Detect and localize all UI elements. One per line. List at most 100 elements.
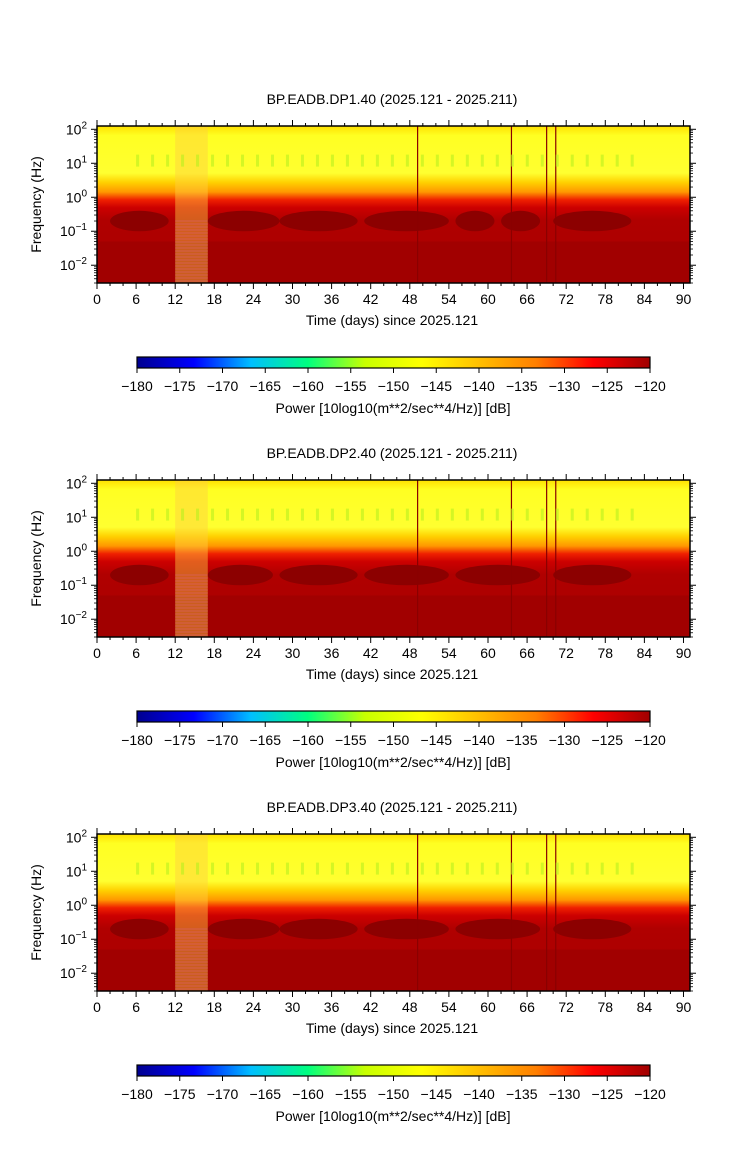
high-frequency-speckle xyxy=(136,862,140,875)
colorbar-tick-label: −140 xyxy=(463,1086,495,1102)
colorbar-tick-label: −160 xyxy=(292,732,324,748)
colorbar-tick-label: −135 xyxy=(506,1086,538,1102)
high-frequency-speckle xyxy=(465,862,469,875)
x-tick-label: 54 xyxy=(441,645,457,661)
x-tick-label: 84 xyxy=(637,645,653,661)
high-frequency-speckle xyxy=(555,508,559,521)
y-axis-label: Frequency (Hz) xyxy=(28,156,44,252)
colorbar-tick-label: −135 xyxy=(506,732,538,748)
colorbar-tick-label: −125 xyxy=(591,1086,623,1102)
colorbar-tick-label: −120 xyxy=(634,732,666,748)
colorbar-tick-label: −130 xyxy=(549,378,581,394)
high-frequency-speckle xyxy=(450,862,454,875)
high-frequency-speckle xyxy=(480,862,484,875)
high-frequency-speckle xyxy=(181,862,185,875)
high-frequency-speckle xyxy=(495,508,499,521)
microseism-patch xyxy=(110,210,169,232)
high-frequency-speckle xyxy=(450,508,454,521)
high-frequency-speckle xyxy=(630,154,634,167)
high-frequency-speckle xyxy=(615,862,619,875)
high-frequency-speckle xyxy=(196,862,200,875)
colorbar-tick-label: −145 xyxy=(420,1086,452,1102)
heatmap xyxy=(97,834,690,991)
colorbar-tick-label: −120 xyxy=(634,378,666,394)
x-tick-label: 36 xyxy=(324,291,340,307)
high-frequency-speckle xyxy=(570,862,574,875)
colorbar-tick-label: −155 xyxy=(335,378,367,394)
colorbar-tick-label: −130 xyxy=(549,732,581,748)
colorbar-tick-label: −125 xyxy=(591,732,623,748)
x-tick-label: 0 xyxy=(93,645,101,661)
colorbar-tick-label: −135 xyxy=(506,378,538,394)
colorbar-label: Power [10log10(m**2/sec**4/Hz)] [dB] xyxy=(276,754,511,770)
high-frequency-speckle xyxy=(211,862,215,875)
microseism-patch xyxy=(110,918,169,940)
high-frequency-speckle xyxy=(360,154,364,167)
x-tick-label: 54 xyxy=(441,291,457,307)
colorbar-tick-label: −120 xyxy=(634,1086,666,1102)
x-axis-label: Time (days) since 2025.121 xyxy=(306,312,478,328)
x-tick-label: 66 xyxy=(519,999,535,1015)
high-frequency-speckle xyxy=(480,508,484,521)
colorbar-tick-label: −140 xyxy=(463,378,495,394)
microseism-patch xyxy=(455,564,541,586)
x-tick-label: 24 xyxy=(246,291,262,307)
high-frequency-speckle xyxy=(196,508,200,521)
y-tick-label: 10−1 xyxy=(60,576,87,593)
x-tick-label: 78 xyxy=(597,645,613,661)
colorbar-tick-label: −180 xyxy=(121,378,153,394)
high-frequency-speckle xyxy=(615,154,619,167)
high-frequency-speckle xyxy=(390,508,394,521)
y-tick-label: 101 xyxy=(66,508,88,525)
chart-title: BP.EADB.DP3.40 (2025.121 - 2025.211) xyxy=(267,799,518,815)
high-frequency-speckle xyxy=(375,508,379,521)
colorbar-tick-label: −160 xyxy=(292,1086,324,1102)
colorbar xyxy=(136,1064,651,1077)
x-tick-label: 42 xyxy=(363,291,379,307)
x-tick-label: 18 xyxy=(207,291,223,307)
y-tick-label: 10−1 xyxy=(60,222,87,239)
high-frequency-speckle xyxy=(136,154,140,167)
high-frequency-speckle xyxy=(241,154,245,167)
high-frequency-speckle xyxy=(226,862,230,875)
high-frequency-speckle xyxy=(241,862,245,875)
high-frequency-speckle xyxy=(510,154,514,167)
high-frequency-speckle xyxy=(495,862,499,875)
x-tick-label: 48 xyxy=(402,291,418,307)
high-frequency-speckle xyxy=(585,862,589,875)
high-frequency-speckle xyxy=(166,862,170,875)
colorbar-tick-label: −140 xyxy=(463,732,495,748)
high-frequency-speckle xyxy=(345,154,349,167)
spectrogram-panel-3: BP.EADB.DP3.40 (2025.121 - 2025.211) 0 6 12… xyxy=(28,799,696,1124)
x-tick-label: 0 xyxy=(93,999,101,1015)
high-frequency-speckle xyxy=(315,154,319,167)
x-tick-label: 60 xyxy=(480,291,496,307)
x-tick-label: 42 xyxy=(363,999,379,1015)
high-frequency-speckle xyxy=(256,862,260,875)
high-frequency-speckle xyxy=(285,862,289,875)
colorbar-tick-label: −145 xyxy=(420,732,452,748)
high-frequency-speckle xyxy=(151,154,155,167)
spectrogram-panel-1: BP.EADB.DP1.40 (2025.121 - 2025.211) 0 6 12… xyxy=(28,91,696,416)
x-tick-label: 72 xyxy=(558,645,574,661)
x-tick-label: 24 xyxy=(246,999,262,1015)
y-tick-label: 101 xyxy=(66,862,88,879)
high-frequency-speckle xyxy=(315,862,319,875)
high-frequency-speckle xyxy=(256,508,260,521)
colorbar-tick-label: −180 xyxy=(121,1086,153,1102)
colorbar-tick-label: −160 xyxy=(292,378,324,394)
x-tick-label: 12 xyxy=(167,291,183,307)
high-frequency-speckle xyxy=(241,508,245,521)
high-frequency-speckle xyxy=(570,154,574,167)
high-frequency-speckle xyxy=(480,154,484,167)
colorbar-tick-label: −155 xyxy=(335,732,367,748)
high-frequency-speckle xyxy=(450,154,454,167)
microseism-patch xyxy=(207,564,273,586)
y-axis-label: Frequency (Hz) xyxy=(28,510,44,606)
high-frequency-speckle xyxy=(405,154,409,167)
high-frequency-speckle xyxy=(285,154,289,167)
microseism-patch xyxy=(207,918,280,940)
microseism-patch xyxy=(279,210,358,232)
high-frequency-speckle xyxy=(300,508,304,521)
